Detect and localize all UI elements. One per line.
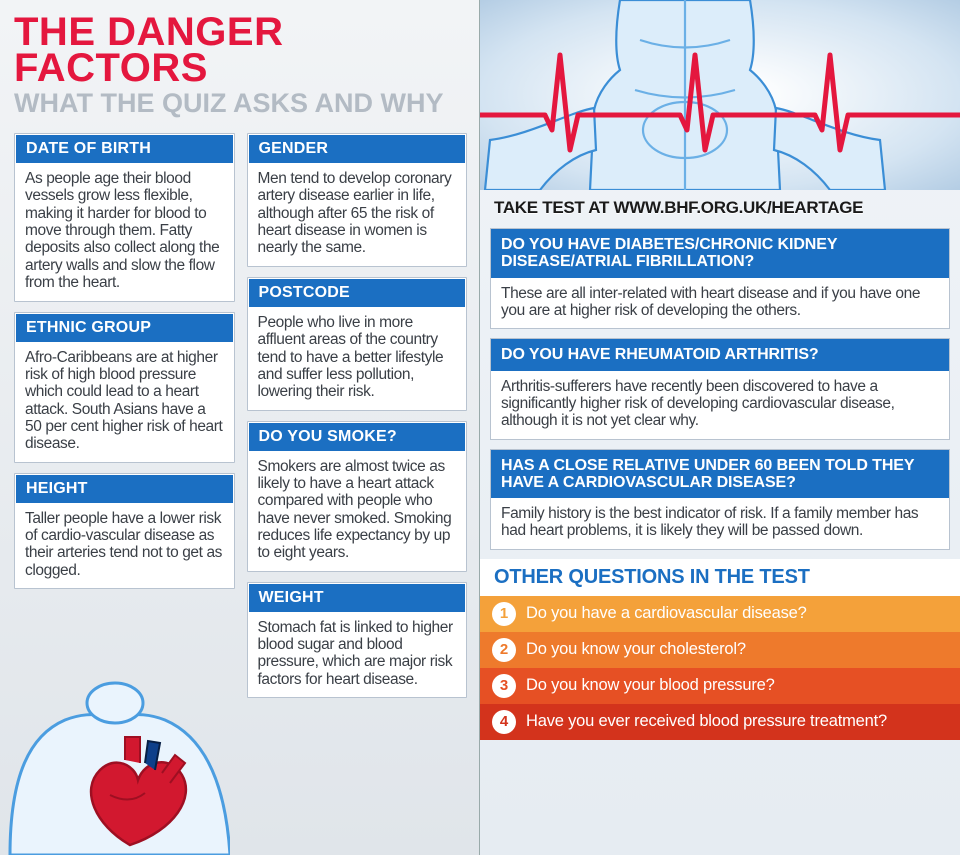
factor-card: GENDER Men tend to develop coronary arte… xyxy=(247,133,468,267)
factor-body: As people age their blood vessels grow l… xyxy=(15,163,234,301)
other-question-text: Do you know your cholesterol? xyxy=(526,640,746,659)
factor-column-2: GENDER Men tend to develop coronary arte… xyxy=(247,133,468,698)
right-panel: TAKE TEST AT WWW.BHF.ORG.UK/HEARTAGE DO … xyxy=(480,0,960,855)
factor-header: HEIGHT xyxy=(15,474,234,503)
qa-answer: Arthritis-sufferers have recently been d… xyxy=(491,371,949,439)
factor-card: POSTCODE People who live in more affluen… xyxy=(247,277,468,411)
sub-title: WHAT THE QUIZ ASKS AND WHY xyxy=(14,88,467,119)
other-question-row: 2 Do you know your cholesterol? xyxy=(480,632,960,668)
infographic-container: THE DANGER FACTORS WHAT THE QUIZ ASKS AN… xyxy=(0,0,960,855)
qa-question: DO YOU HAVE DIABETES/CHRONIC KIDNEY DISE… xyxy=(491,229,949,278)
other-question-row: 3 Do you know your blood pressure? xyxy=(480,668,960,704)
factor-body: Afro-Caribbeans are at higher risk of hi… xyxy=(15,342,234,462)
factor-body: People who live in more affluent areas o… xyxy=(248,307,467,410)
factor-body: Smokers are almost twice as likely to ha… xyxy=(248,451,467,571)
number-badge: 4 xyxy=(492,710,516,734)
factor-card: HEIGHT Taller people have a lower risk o… xyxy=(14,473,235,589)
qa-answer: These are all inter-related with heart d… xyxy=(491,278,949,329)
number-badge: 3 xyxy=(492,674,516,698)
other-questions-title: OTHER QUESTIONS IN THE TEST xyxy=(480,559,960,596)
number-badge: 2 xyxy=(492,638,516,662)
main-title: THE DANGER FACTORS xyxy=(14,14,467,86)
factor-header: DO YOU SMOKE? xyxy=(248,422,467,451)
factor-columns: DATE OF BIRTH As people age their blood … xyxy=(14,133,467,698)
factor-card: DATE OF BIRTH As people age their blood … xyxy=(14,133,235,302)
factor-column-1: DATE OF BIRTH As people age their blood … xyxy=(14,133,235,698)
other-questions-list: 1 Do you have a cardiovascular disease? … xyxy=(480,596,960,740)
qa-card: DO YOU HAVE DIABETES/CHRONIC KIDNEY DISE… xyxy=(490,228,950,329)
ecg-body-icon xyxy=(480,0,960,190)
factor-header: ETHNIC GROUP xyxy=(15,313,234,342)
factor-header: GENDER xyxy=(248,134,467,163)
factor-header: WEIGHT xyxy=(248,583,467,612)
qa-answer: Family history is the best indicator of … xyxy=(491,498,949,549)
factor-header: POSTCODE xyxy=(248,278,467,307)
factor-card: DO YOU SMOKE? Smokers are almost twice a… xyxy=(247,421,468,572)
heart-icon xyxy=(0,675,230,855)
factor-body: Stomach fat is linked to higher blood su… xyxy=(248,612,467,697)
other-question-text: Do you know your blood pressure? xyxy=(526,676,775,695)
left-panel: THE DANGER FACTORS WHAT THE QUIZ ASKS AN… xyxy=(0,0,480,855)
take-test-label: TAKE TEST AT WWW.BHF.ORG.UK/HEARTAGE xyxy=(480,190,960,228)
qa-card: HAS A CLOSE RELATIVE UNDER 60 BEEN TOLD … xyxy=(490,449,950,550)
factor-card: WEIGHT Stomach fat is linked to higher b… xyxy=(247,582,468,698)
other-question-row: 1 Do you have a cardiovascular disease? xyxy=(480,596,960,632)
qa-question: DO YOU HAVE RHEUMATOID ARTHRITIS? xyxy=(491,339,949,370)
qa-card: DO YOU HAVE RHEUMATOID ARTHRITIS? Arthri… xyxy=(490,338,950,439)
factor-body: Men tend to develop coronary artery dise… xyxy=(248,163,467,266)
factor-card: ETHNIC GROUP Afro-Caribbeans are at high… xyxy=(14,312,235,463)
body-ecg-graphic xyxy=(480,0,960,190)
factor-body: Taller people have a lower risk of cardi… xyxy=(15,503,234,588)
other-question-row: 4 Have you ever received blood pressure … xyxy=(480,704,960,740)
other-question-text: Have you ever received blood pressure tr… xyxy=(526,712,887,731)
other-question-text: Do you have a cardiovascular disease? xyxy=(526,604,807,623)
factor-header: DATE OF BIRTH xyxy=(15,134,234,163)
number-badge: 1 xyxy=(492,602,516,626)
qa-question: HAS A CLOSE RELATIVE UNDER 60 BEEN TOLD … xyxy=(491,450,949,499)
